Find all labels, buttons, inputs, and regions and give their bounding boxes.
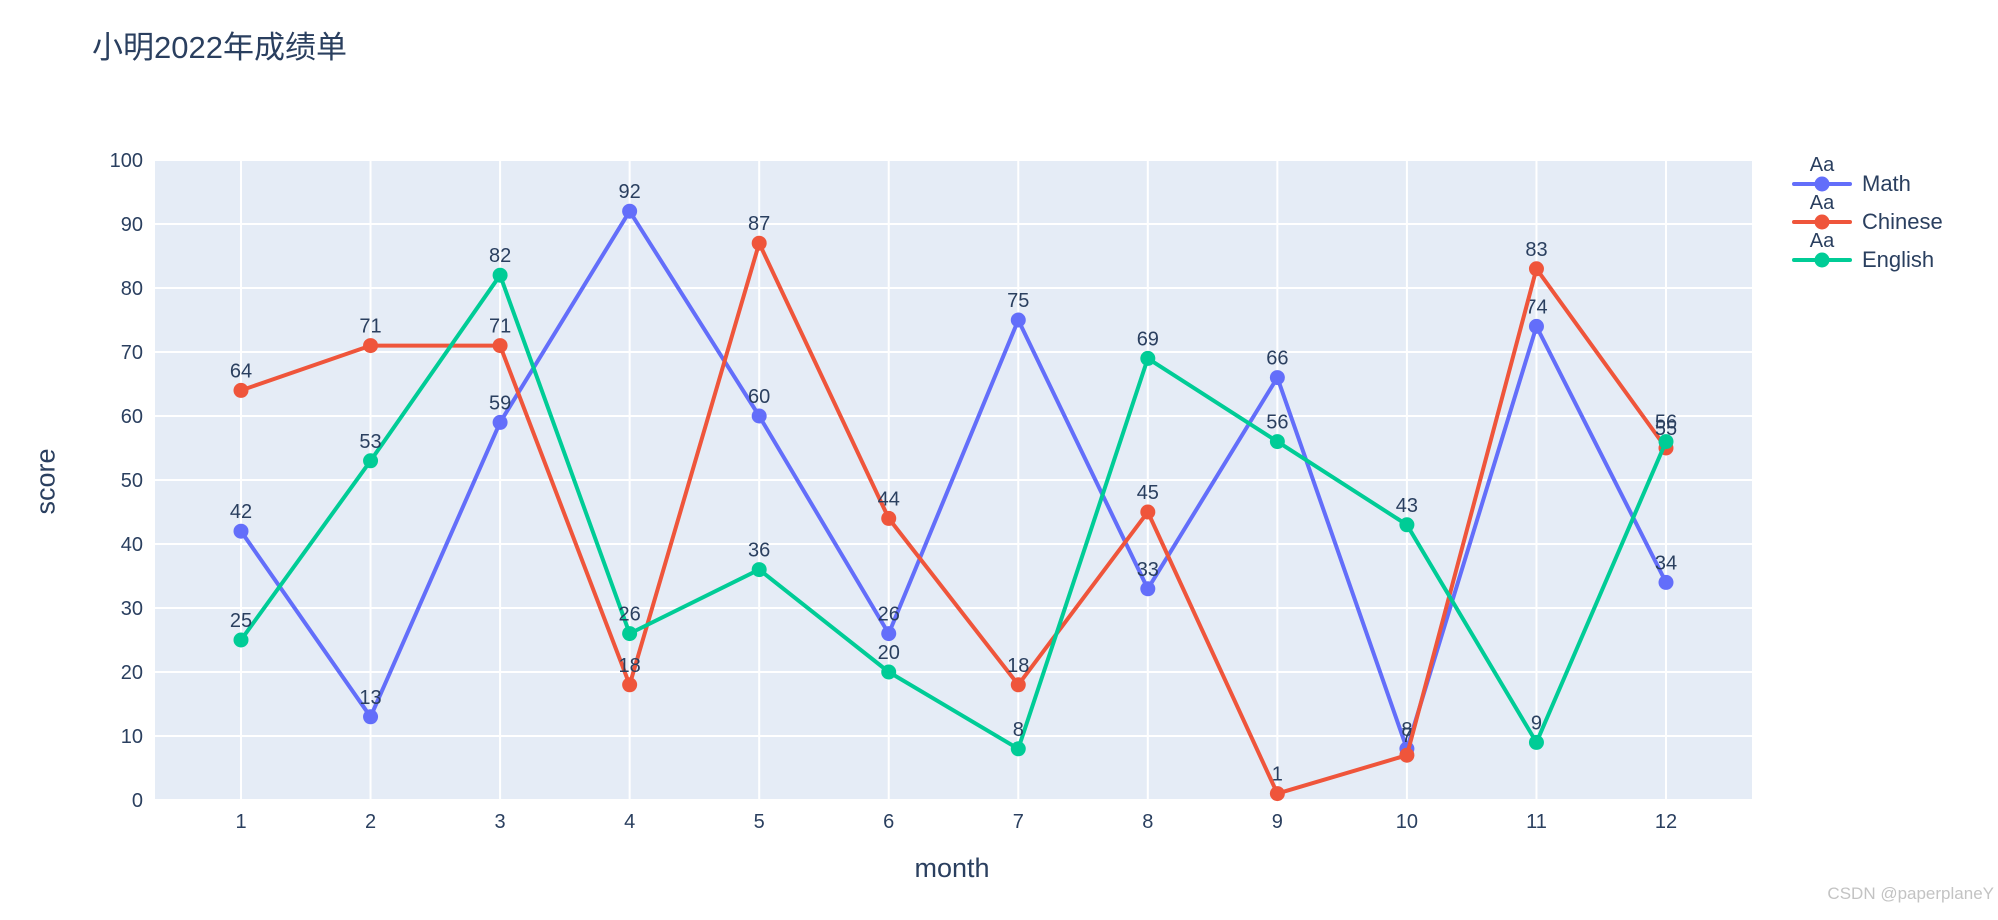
svg-text:13: 13 [359, 687, 381, 709]
svg-text:7: 7 [1013, 811, 1024, 833]
svg-text:5: 5 [754, 811, 765, 833]
svg-text:1: 1 [1272, 764, 1283, 786]
legend-label: Math [1862, 171, 1911, 196]
legend-line-marker-icon [1792, 214, 1852, 230]
svg-text:34: 34 [1655, 552, 1677, 574]
svg-text:87: 87 [748, 213, 770, 235]
svg-text:40: 40 [121, 534, 143, 556]
svg-text:12: 12 [1655, 811, 1677, 833]
svg-text:8: 8 [1013, 719, 1024, 741]
svg-text:3: 3 [495, 811, 506, 833]
svg-text:7: 7 [1401, 725, 1412, 747]
svg-text:43: 43 [1396, 495, 1418, 517]
legend: Aa Math Aa Chinese Aa English [1792, 154, 1943, 272]
legend-marker-text: Aa [1809, 154, 1835, 176]
svg-text:69: 69 [1137, 328, 1159, 350]
svg-text:30: 30 [121, 598, 143, 620]
svg-text:71: 71 [489, 316, 511, 338]
watermark: CSDN @paperplaneY [1827, 884, 1994, 903]
x-axis-title: month [914, 853, 990, 883]
chart-title: 小明2022年成绩单 [92, 30, 347, 65]
legend-marker-text: Aa [1809, 230, 1835, 252]
svg-text:6: 6 [883, 811, 894, 833]
svg-text:66: 66 [1266, 348, 1288, 370]
legend-label: Chinese [1862, 209, 1943, 234]
y-axis-title: score [30, 448, 61, 515]
svg-text:1: 1 [235, 811, 246, 833]
svg-text:0: 0 [132, 790, 143, 812]
svg-text:56: 56 [1655, 412, 1677, 434]
svg-text:70: 70 [121, 342, 143, 364]
svg-text:75: 75 [1007, 290, 1029, 312]
svg-text:26: 26 [619, 604, 641, 626]
svg-text:20: 20 [121, 662, 143, 684]
svg-text:55: 55 [1655, 418, 1677, 440]
svg-text:9: 9 [1272, 811, 1283, 833]
svg-text:83: 83 [1525, 239, 1547, 261]
svg-text:56: 56 [1266, 412, 1288, 434]
svg-text:8: 8 [1401, 719, 1412, 741]
svg-text:2: 2 [365, 811, 376, 833]
svg-text:10: 10 [121, 726, 143, 748]
svg-text:26: 26 [878, 604, 900, 626]
svg-text:60: 60 [748, 386, 770, 408]
legend-line-marker-icon [1792, 252, 1852, 268]
svg-text:11: 11 [1526, 811, 1547, 833]
svg-text:74: 74 [1525, 296, 1547, 318]
svg-text:9: 9 [1531, 712, 1542, 734]
svg-text:33: 33 [1137, 559, 1159, 581]
svg-text:100: 100 [110, 150, 143, 172]
svg-text:42: 42 [230, 501, 252, 523]
svg-text:64: 64 [230, 360, 252, 382]
svg-text:25: 25 [230, 610, 252, 632]
svg-text:53: 53 [359, 431, 381, 453]
legend-label: English [1862, 247, 1935, 272]
svg-text:10: 10 [1396, 811, 1418, 833]
legend-item-math[interactable]: Aa Math [1792, 154, 1943, 196]
svg-text:18: 18 [619, 655, 641, 677]
svg-text:92: 92 [619, 181, 641, 203]
svg-text:18: 18 [1007, 655, 1029, 677]
svg-text:8: 8 [1142, 811, 1153, 833]
svg-text:44: 44 [878, 488, 900, 510]
svg-text:50: 50 [121, 470, 143, 492]
svg-text:60: 60 [121, 406, 143, 428]
svg-text:20: 20 [878, 642, 900, 664]
svg-text:82: 82 [489, 245, 511, 267]
svg-text:45: 45 [1137, 482, 1159, 504]
legend-marker-text: Aa [1809, 192, 1835, 214]
svg-text:71: 71 [359, 316, 381, 338]
svg-text:36: 36 [748, 540, 770, 562]
legend-item-chinese[interactable]: Aa Chinese [1792, 192, 1943, 234]
svg-text:90: 90 [121, 214, 143, 236]
svg-text:4: 4 [624, 811, 635, 833]
svg-text:59: 59 [489, 392, 511, 414]
svg-text:80: 80 [121, 278, 143, 300]
legend-item-english[interactable]: Aa English [1792, 230, 1943, 272]
legend-line-marker-icon [1792, 176, 1852, 192]
